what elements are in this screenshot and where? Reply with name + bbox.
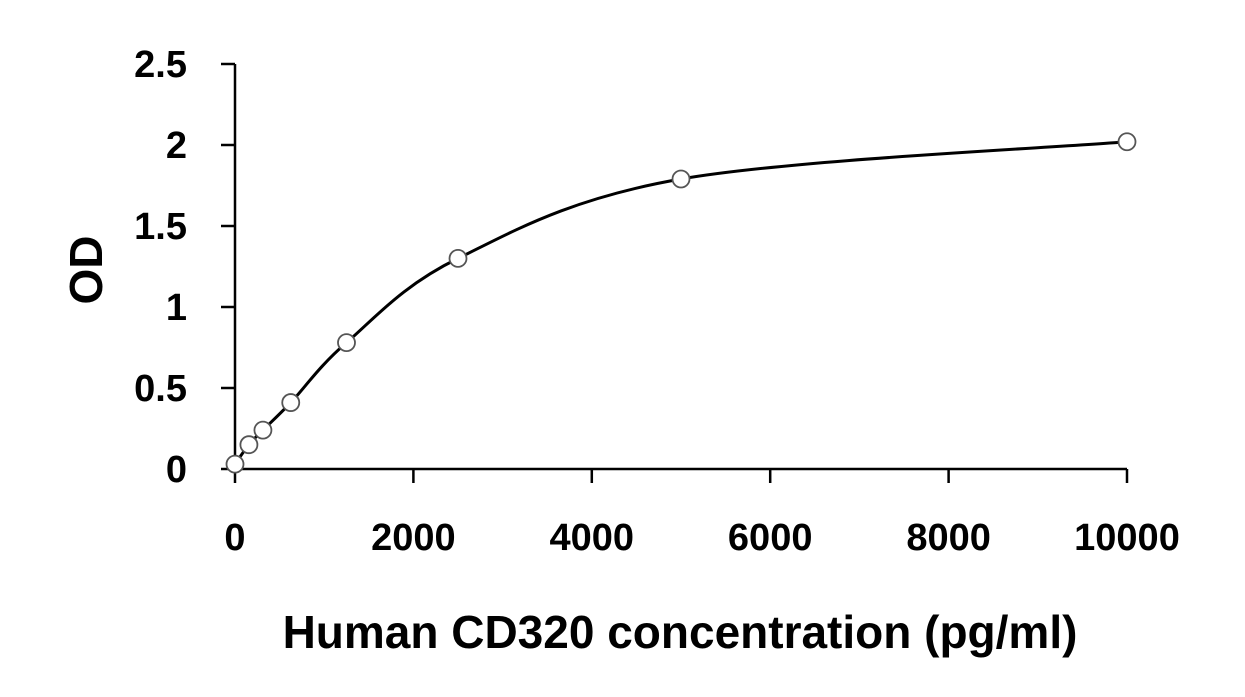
- x-axis: 0 2000 4000 6000 8000 10000: [224, 467, 1180, 559]
- x-tick-label: 10000: [1074, 517, 1180, 559]
- y-tick-label: 1.5: [134, 206, 187, 248]
- data-points-layer: [225, 132, 1137, 474]
- data-point: [337, 333, 356, 353]
- data-point: [448, 248, 468, 268]
- data-point: [225, 454, 245, 474]
- data-point: [671, 169, 691, 189]
- y-axis-title: OD: [60, 236, 112, 305]
- y-tick-label: 0.5: [134, 368, 187, 410]
- fit-curve: [233, 140, 1128, 466]
- fit-curve-layer: [233, 140, 1128, 466]
- y-tick-label: 1: [166, 287, 187, 329]
- data-point: [253, 420, 273, 440]
- x-tick-label: 0: [224, 517, 245, 559]
- y-axis: 0 0.5 1 1.5 2 2.5: [134, 44, 237, 491]
- y-tick-label: 2: [166, 125, 187, 167]
- y-tick-label: 2.5: [134, 44, 187, 86]
- x-tick-label: 6000: [728, 517, 813, 559]
- data-point: [281, 393, 301, 412]
- x-tick-label: 8000: [906, 517, 991, 559]
- x-axis-title: Human CD320 concentration (pg/ml): [283, 606, 1078, 658]
- x-tick-label: 2000: [371, 517, 456, 559]
- y-tick-label: 0: [166, 449, 187, 491]
- x-tick-label: 4000: [550, 517, 635, 559]
- data-point: [239, 435, 259, 455]
- data-point: [1117, 132, 1137, 152]
